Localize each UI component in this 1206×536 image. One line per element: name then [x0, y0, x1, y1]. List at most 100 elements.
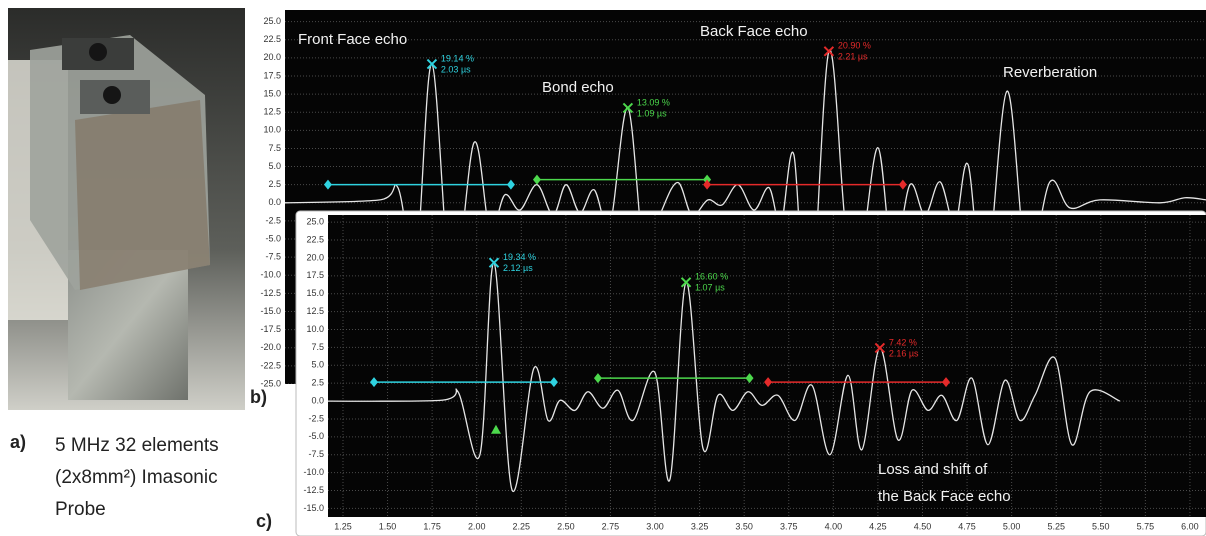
y-tick-label: 12.5 — [263, 107, 281, 117]
panel-label: a) — [10, 432, 26, 452]
x-tick-label: 3.00 — [646, 521, 664, 531]
y-tick-label: 20.0 — [306, 252, 324, 262]
peak-value-label: 7.42 % — [889, 337, 917, 347]
peak-time-label: 1.07 µs — [695, 283, 725, 293]
y-tick-label: 25.0 — [263, 16, 281, 26]
y-tick-label: -5.0 — [308, 431, 324, 441]
panel-label: c) — [256, 511, 272, 531]
y-tick-label: -15.0 — [303, 503, 324, 513]
gate-handle — [323, 179, 332, 190]
peak-time-label: 2.21 µs — [838, 52, 868, 62]
peak-marker — [622, 102, 634, 114]
y-tick-label: -10.0 — [260, 270, 281, 280]
y-tick-label: 2.5 — [311, 378, 324, 388]
x-tick-label: 6.00 — [1181, 521, 1199, 531]
peak-time-label: 2.12 µs — [503, 263, 533, 273]
x-tick-label: 5.00 — [1003, 521, 1021, 531]
y-tick-label: -20.0 — [260, 342, 281, 352]
peak-time-label: 2.16 µs — [889, 348, 919, 358]
peak-marker — [874, 342, 886, 354]
y-tick-label: 7.5 — [311, 342, 324, 352]
plot: 19.34 %2.12 µs 16.60 %1.07 µs 7.42 %2.16 µ… — [328, 215, 1206, 517]
gate-handle — [532, 174, 541, 185]
y-tick-label: 20.0 — [263, 52, 281, 62]
x-tick-label: 2.00 — [468, 521, 486, 531]
y-tick-label: 12.5 — [306, 306, 324, 316]
y-tick-label: 25.0 — [306, 217, 324, 227]
x-tick-label: 2.75 — [602, 521, 620, 531]
x-tick-label: 5.50 — [1092, 521, 1110, 531]
x-tick-label: 2.50 — [557, 521, 575, 531]
peak-time-label: 1.09 µs — [637, 108, 667, 118]
y-tick-label: 0.0 — [268, 197, 281, 207]
y-tick-label: -12.5 — [260, 288, 281, 298]
y-tick-label: -2.5 — [265, 215, 281, 225]
peak-time-label: 2.03 µs — [441, 64, 471, 74]
y-tick-label: -17.5 — [260, 324, 281, 334]
peak-value-label: 13.09 % — [637, 97, 670, 107]
y-tick-label: 0.0 — [311, 395, 324, 405]
y-tick-label: 2.5 — [268, 179, 281, 189]
peak-marker — [680, 277, 692, 288]
x-tick-label: 4.00 — [825, 521, 843, 531]
y-tick-label: -7.5 — [265, 252, 281, 262]
caption-line: (2x8mm²) Imasonic — [55, 467, 218, 488]
waveform — [328, 261, 1121, 493]
panel-label: b) — [250, 387, 267, 407]
gate-handle — [703, 174, 712, 185]
gate-handle — [703, 179, 712, 190]
annotation: Loss and shift of — [878, 461, 988, 478]
x-tick-label: 4.50 — [914, 521, 932, 531]
probe-photo — [8, 8, 245, 410]
y-tick-label: 15.0 — [263, 88, 281, 98]
peak-marker — [426, 58, 438, 70]
y-tick-label: 10.0 — [263, 125, 281, 135]
y-tick-label: -25.0 — [260, 378, 281, 388]
peak-value-label: 19.34 % — [503, 252, 536, 262]
y-tick-label: -12.5 — [303, 485, 324, 495]
x-tick-label: 4.75 — [958, 521, 976, 531]
gate-handle — [745, 373, 754, 384]
plot-area — [328, 215, 1206, 517]
peak-marker — [823, 46, 835, 57]
y-tick-label: 5.0 — [268, 161, 281, 171]
y-tick-label: 10.0 — [306, 324, 324, 334]
y-tick-label: 22.5 — [306, 234, 324, 244]
trigger-marker — [490, 424, 501, 434]
peak-value-label: 16.60 % — [695, 272, 728, 282]
y-tick-label: 17.5 — [263, 70, 281, 80]
caption-line: Probe — [55, 499, 106, 520]
x-tick-label: 5.75 — [1137, 521, 1155, 531]
x-tick-label: 3.75 — [780, 521, 798, 531]
y-tick-label: -5.0 — [265, 233, 281, 243]
gate-handle — [898, 179, 907, 190]
x-tick-label: 1.50 — [379, 521, 397, 531]
y-tick-label: 7.5 — [268, 143, 281, 153]
annotation: Back Face echo — [700, 23, 808, 40]
annotation: Reverberation — [1003, 64, 1097, 81]
y-tick-label: 15.0 — [306, 288, 324, 298]
gate-handle — [549, 377, 558, 388]
peak-value-label: 19.14 % — [441, 53, 474, 63]
y-tick-label: 5.0 — [311, 360, 324, 370]
peak-marker — [488, 257, 500, 268]
x-tick-label: 1.75 — [423, 521, 441, 531]
peak-value-label: 20.90 % — [838, 41, 871, 51]
y-tick-label: -15.0 — [260, 306, 281, 316]
gate-handle — [506, 179, 515, 190]
y-tick-label: 22.5 — [263, 34, 281, 44]
x-tick-label: 3.50 — [735, 521, 753, 531]
x-tick-label: 4.25 — [869, 521, 887, 531]
gate-handle — [942, 377, 951, 388]
x-tick-label: 1.25 — [334, 521, 352, 531]
y-tick-label: 17.5 — [306, 270, 324, 280]
annotation: Bond echo — [542, 79, 614, 96]
y-tick-label: -22.5 — [260, 360, 281, 370]
y-tick-label: -2.5 — [308, 413, 324, 423]
annotation: the Back Face echo — [878, 488, 1011, 505]
gate-handle — [370, 377, 379, 388]
x-tick-label: 5.25 — [1047, 521, 1065, 531]
annotation: Front Face echo — [298, 31, 407, 48]
gate-handle — [764, 377, 773, 388]
